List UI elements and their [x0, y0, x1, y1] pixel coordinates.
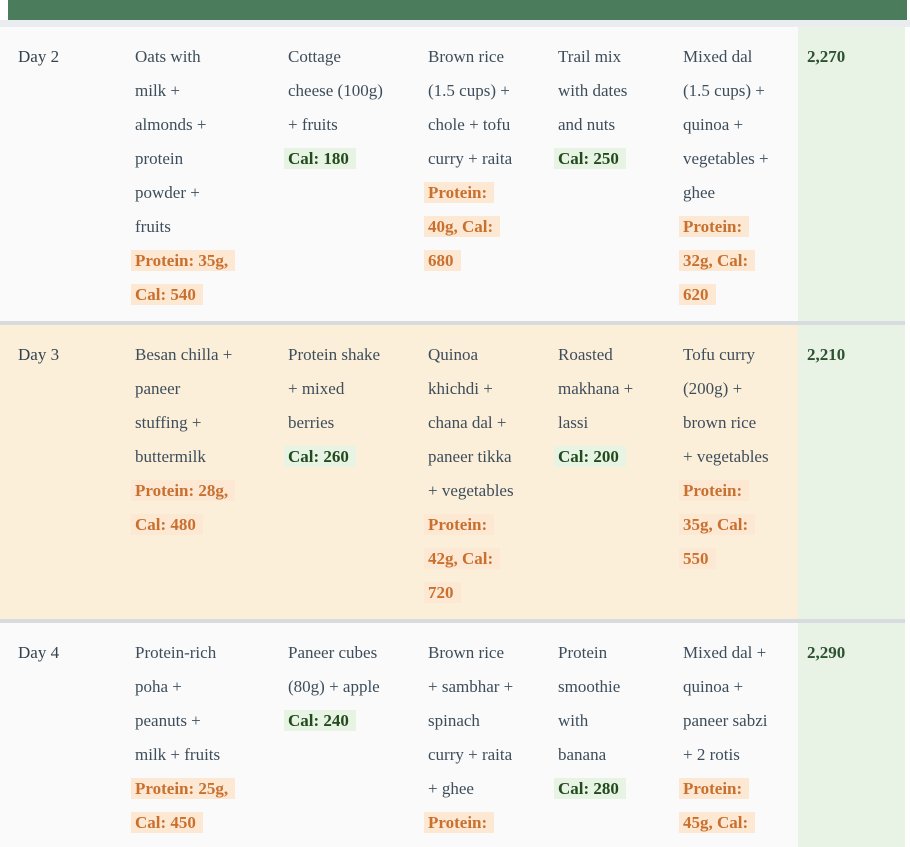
meal-cell-breakfast: Besan chilla + paneer stuffing + butterm…: [126, 325, 279, 619]
meal-description: Brown rice + sambhar + spinach curry + r…: [428, 643, 514, 798]
day-label: Day 2: [18, 47, 60, 66]
macro-highlight: Protein: 45g, Cal:: [679, 778, 756, 833]
meal-description: Paneer cubes (80g) + apple: [288, 643, 380, 696]
total-calories-cell: 2,210: [798, 325, 905, 619]
macro-highlight: Protein: 35g, Cal: 540: [131, 250, 236, 305]
meal-description: Protein-rich poha + peanuts + milk + fru…: [135, 643, 221, 764]
meal-description: Roasted makhana + lassi: [558, 345, 634, 432]
macro-highlight: Protein: 25g, Cal: 450: [131, 778, 236, 833]
table-row-day-2: Day 2 Oats with milk + almonds + protein…: [0, 27, 905, 325]
day-label-cell: Day 4: [0, 623, 126, 847]
meal-cell-dinner: Tofu curry (200g) + brown rice + vegetab…: [674, 325, 798, 619]
calorie-highlight: Cal: 260: [284, 446, 356, 467]
meal-cell-lunch: Brown rice + sambhar + spinach curry + r…: [419, 623, 549, 847]
total-calories-value: 2,270: [807, 47, 846, 66]
table-row-day-3: Day 3 Besan chilla + paneer stuffing + b…: [0, 325, 905, 623]
meal-description: Besan chilla + paneer stuffing + butterm…: [135, 345, 233, 466]
total-calories-cell: 2,270: [798, 27, 905, 321]
meal-cell-morning-snack: Paneer cubes (80g) + apple Cal: 240: [279, 623, 419, 847]
table-row-day-4: Day 4 Protein-rich poha + peanuts + milk…: [0, 623, 905, 847]
macro-highlight: Protein: 42g, Cal: 720: [424, 514, 501, 603]
meal-cell-evening-snack: Trail mix with dates and nuts Cal: 250: [549, 27, 674, 321]
meal-cell-evening-snack: Roasted makhana + lassi Cal: 200: [549, 325, 674, 619]
meal-description: Brown rice (1.5 cups) + chole + tofu cur…: [428, 47, 513, 168]
meal-cell-breakfast: Oats with milk + almonds + protein powde…: [126, 27, 279, 321]
meal-cell-dinner: Mixed dal (1.5 cups) + quinoa + vegetabl…: [674, 27, 798, 321]
meal-description: Tofu curry (200g) + brown rice + vegetab…: [683, 345, 769, 466]
meal-description: Mixed dal + quinoa + paneer sabzi + 2 ro…: [683, 643, 768, 764]
calorie-highlight: Cal: 250: [554, 148, 626, 169]
calorie-highlight: Cal: 280: [554, 778, 626, 799]
meal-description: Oats with milk + almonds + protein powde…: [135, 47, 207, 236]
meal-cell-dinner: Mixed dal + quinoa + paneer sabzi + 2 ro…: [674, 623, 798, 847]
meal-description: Protein shake + mixed berries: [288, 345, 381, 432]
day-label-cell: Day 2: [0, 27, 126, 321]
meal-cell-morning-snack: Protein shake + mixed berries Cal: 260: [279, 325, 419, 619]
meal-description: Trail mix with dates and nuts: [558, 47, 628, 134]
meal-cell-lunch: Brown rice (1.5 cups) + chole + tofu cur…: [419, 27, 549, 321]
meal-cell-lunch: Quinoa khichdi + chana dal + paneer tikk…: [419, 325, 549, 619]
macro-highlight: Protein: 32g, Cal: 620: [679, 216, 756, 305]
meal-cell-breakfast: Protein-rich poha + peanuts + milk + fru…: [126, 623, 279, 847]
macro-highlight: Protein: 40g, Cal: 680: [424, 182, 501, 271]
meal-description: Quinoa khichdi + chana dal + paneer tikk…: [428, 345, 514, 500]
total-calories-cell: 2,290: [798, 623, 905, 847]
day-label: Day 4: [18, 643, 60, 662]
header-divider-band: [0, 20, 910, 27]
meal-description: Cottage cheese (100g) + fruits: [288, 47, 383, 134]
meal-description: Mixed dal (1.5 cups) + quinoa + vegetabl…: [683, 47, 769, 202]
macro-highlight: Protein: 35g, Cal: 550: [679, 480, 756, 569]
calorie-highlight: Cal: 180: [284, 148, 356, 169]
calorie-highlight: Cal: 240: [284, 710, 356, 731]
meal-cell-evening-snack: Protein smoothie with banana Cal: 280: [549, 623, 674, 847]
table-header-bar: [8, 0, 907, 20]
calorie-highlight: Cal: 200: [554, 446, 626, 467]
meal-cell-morning-snack: Cottage cheese (100g) + fruits Cal: 180: [279, 27, 419, 321]
day-label: Day 3: [18, 345, 60, 364]
total-calories-value: 2,210: [807, 345, 846, 364]
macro-highlight: Protein: 28g, Cal: 480: [131, 480, 236, 535]
total-calories-value: 2,290: [807, 643, 846, 662]
day-label-cell: Day 3: [0, 325, 126, 619]
meal-description: Protein smoothie with banana: [558, 643, 621, 764]
macro-highlight: Protein:: [424, 812, 495, 833]
meal-plan-table: Day 2 Oats with milk + almonds + protein…: [0, 27, 905, 847]
